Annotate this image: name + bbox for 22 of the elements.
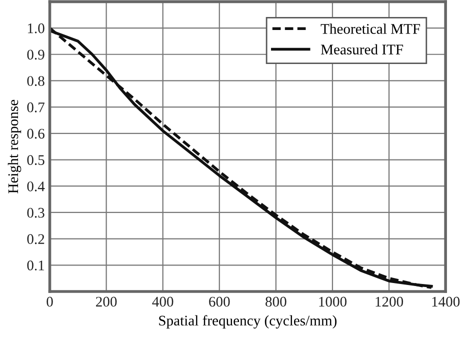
y-tick-label: 0.4	[27, 181, 45, 192]
legend-label: Theoretical MTF	[320, 24, 420, 34]
x-tick-label: 1200	[376, 296, 404, 307]
y-tick-label: 0.2	[27, 234, 44, 244]
x-tick-label: 1400	[432, 296, 460, 307]
x-tick-label: 1000	[319, 296, 347, 307]
y-tick-label: 0.8	[27, 76, 44, 86]
y-tick-label: 0.6	[27, 128, 44, 139]
y-tick-label: 0.9	[27, 50, 44, 60]
y-tick-label: 0.7	[27, 102, 44, 112]
x-tick-label: 0	[46, 296, 53, 307]
y-tick-label: 0.1	[27, 260, 44, 270]
legend-label: Measured ITF	[320, 44, 404, 54]
x-tick-label: 400	[152, 296, 174, 307]
y-tick-label: 0.3	[27, 208, 44, 218]
y-tick-label: 1.0	[28, 23, 44, 34]
y-tick-label: 0.5	[27, 155, 44, 166]
y-axis-title: Height response	[8, 100, 22, 194]
x-tick-label: 200	[96, 296, 117, 307]
x-axis-title: Spatial frequency (cycles/mm)	[159, 315, 337, 329]
x-tick-label: 600	[209, 296, 230, 307]
x-tick-label: 800	[266, 296, 286, 307]
